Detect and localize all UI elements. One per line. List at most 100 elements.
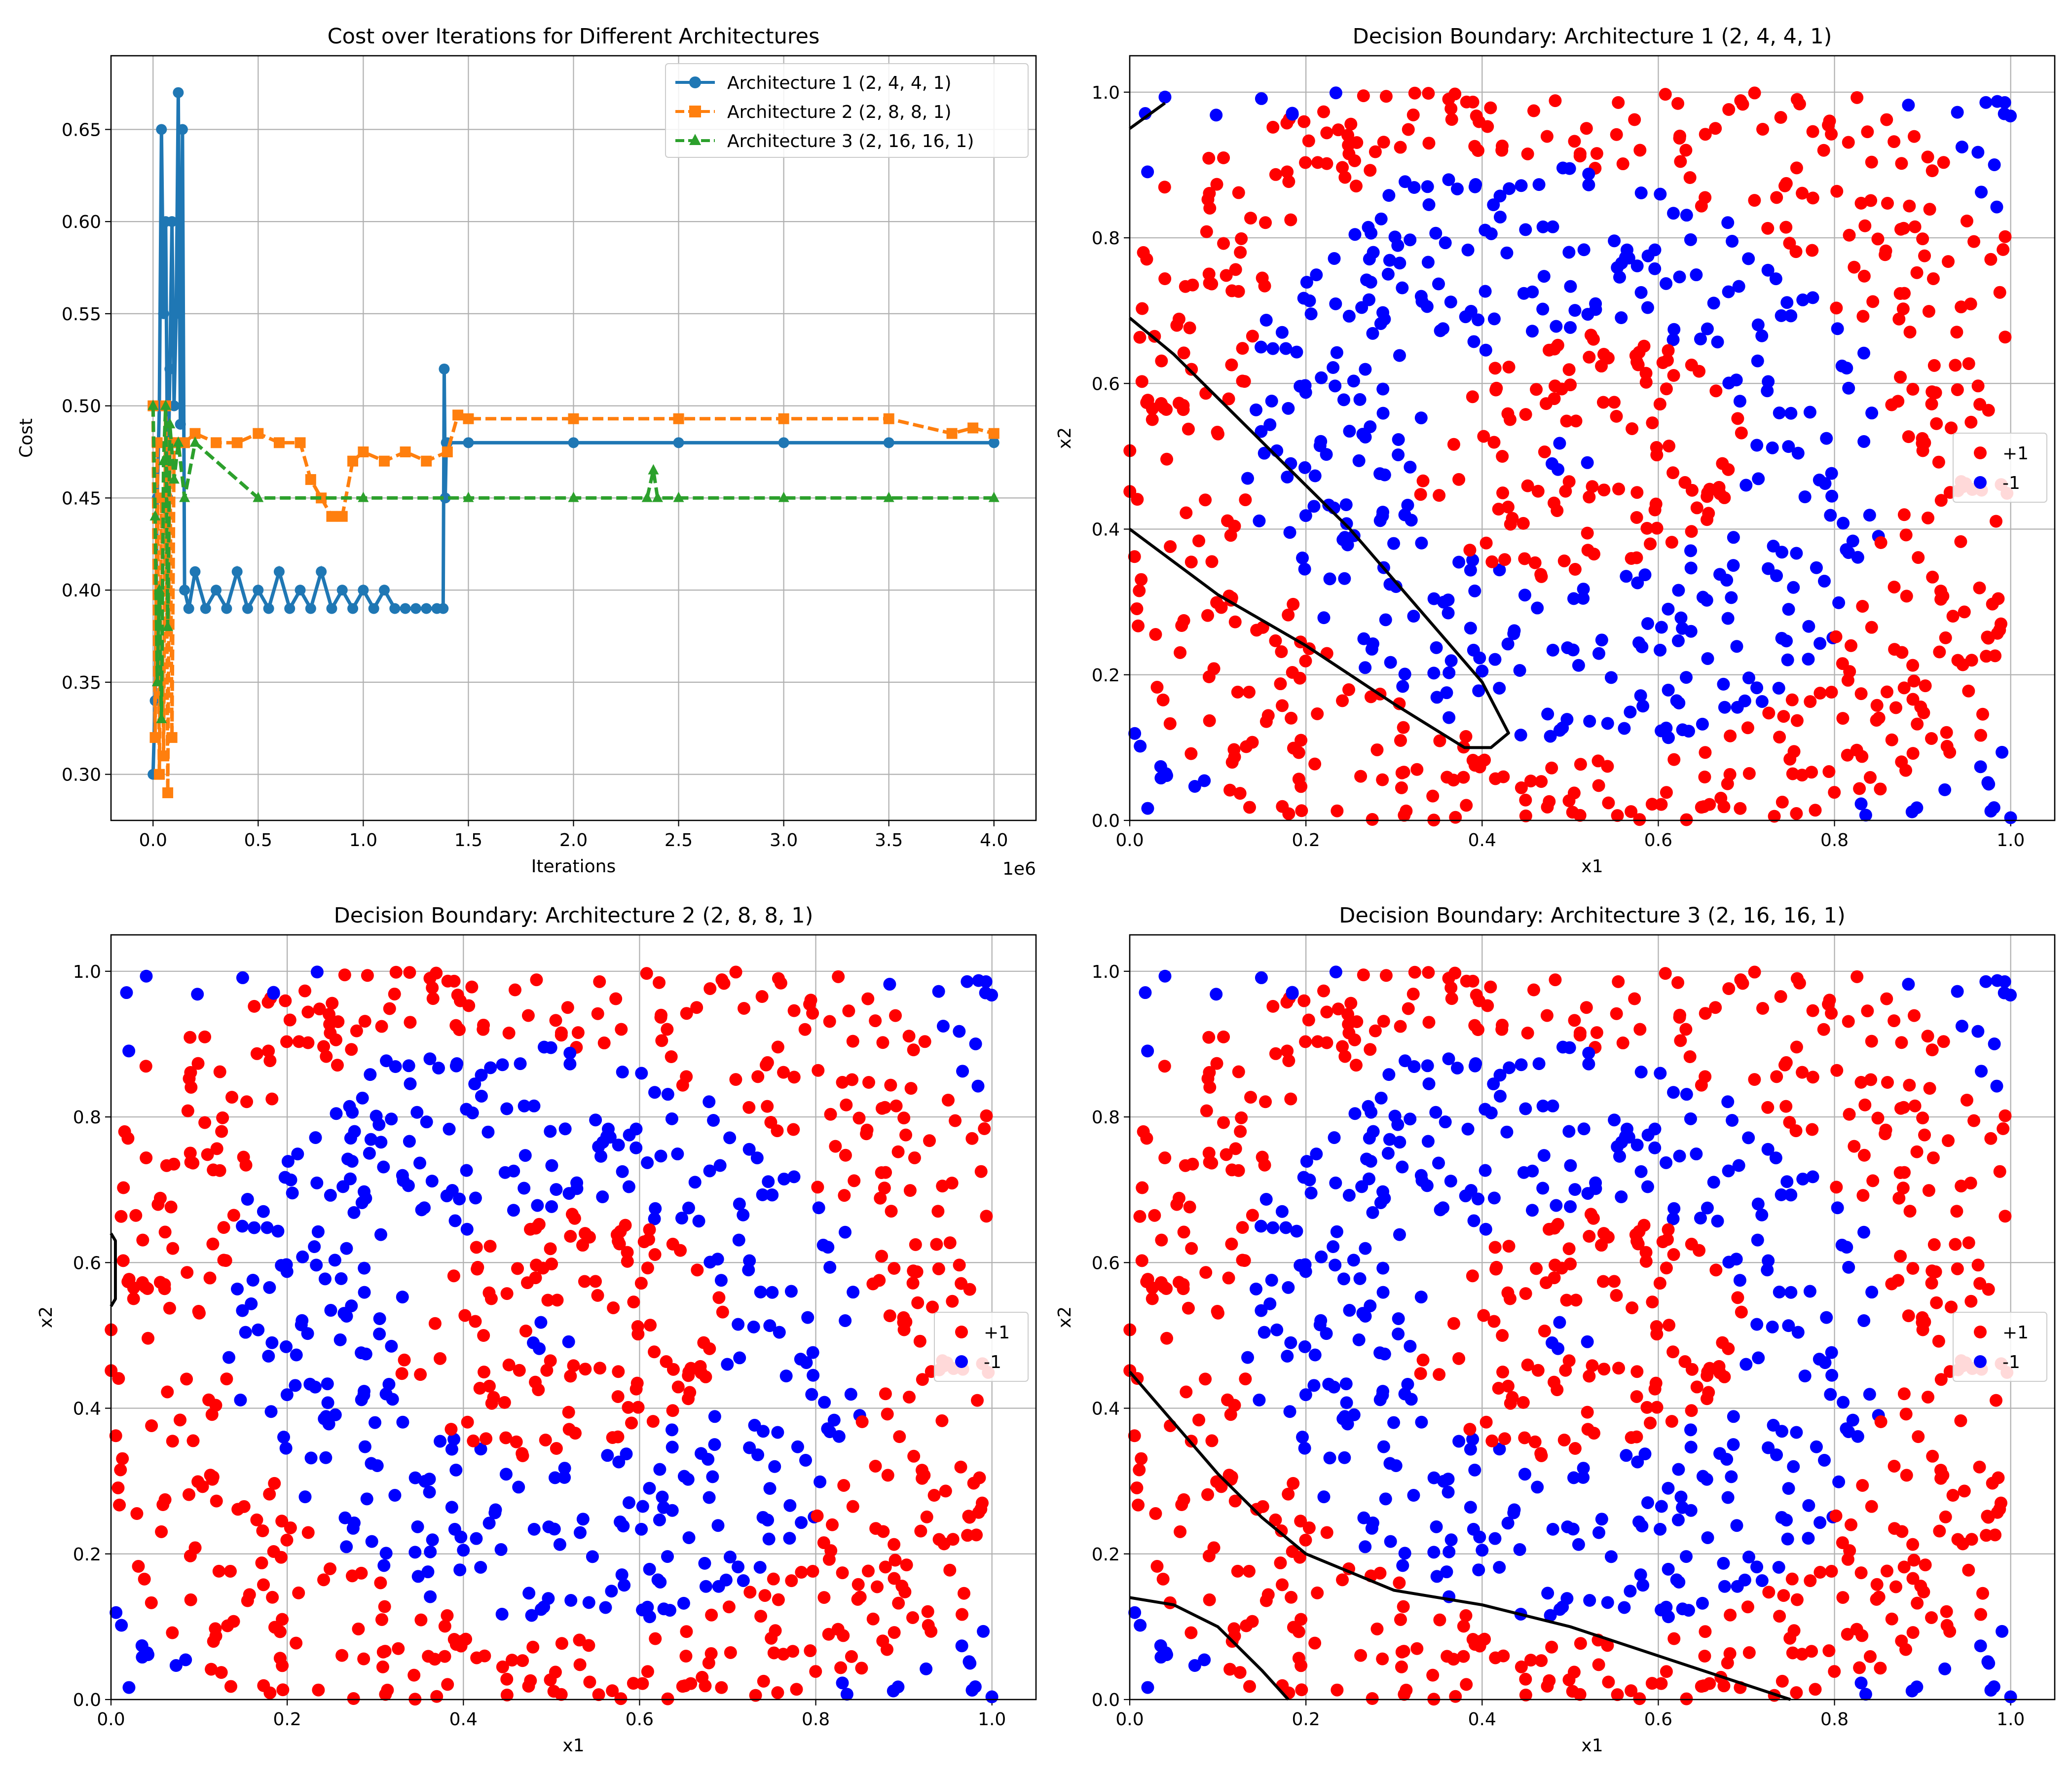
point-class-plus1 — [174, 1413, 187, 1427]
point-class-minus1 — [1381, 267, 1395, 281]
point-class-plus1 — [908, 1151, 921, 1164]
point-class-plus1 — [1790, 161, 1803, 175]
point-class-minus1 — [1727, 1438, 1740, 1451]
point-class-minus1 — [310, 965, 324, 979]
point-class-plus1 — [1228, 1494, 1242, 1508]
point-class-plus1 — [974, 1165, 988, 1178]
point-class-plus1 — [1519, 1287, 1532, 1300]
point-class-plus1 — [1922, 1184, 1935, 1197]
point-class-minus1 — [1487, 1191, 1501, 1205]
point-class-plus1 — [414, 1613, 428, 1627]
point-class-plus1 — [1135, 1254, 1148, 1267]
point-class-plus1 — [1786, 767, 1799, 780]
point-class-minus1 — [1631, 576, 1644, 590]
point-class-plus1 — [1925, 397, 1938, 410]
point-class-plus1 — [1709, 122, 1722, 135]
point-class-plus1 — [1954, 535, 1967, 548]
point-class-minus1 — [549, 1471, 562, 1484]
point-class-plus1 — [1414, 488, 1427, 501]
point-class-plus1 — [836, 1566, 849, 1580]
point-class-minus1 — [1679, 1550, 1693, 1563]
point-class-plus1 — [1923, 203, 1936, 216]
point-class-plus1 — [1829, 630, 1843, 643]
point-class-plus1 — [1463, 1423, 1477, 1436]
point-class-minus1 — [301, 1327, 314, 1340]
point-class-plus1 — [1132, 619, 1145, 632]
point-class-plus1 — [357, 1652, 370, 1665]
point-class-plus1 — [653, 976, 666, 989]
point-class-minus1 — [1772, 1560, 1785, 1574]
x-tick-label: 0.2 — [273, 1709, 301, 1730]
point-class-plus1 — [1581, 526, 1594, 540]
point-class-minus1 — [434, 1435, 447, 1448]
point-class-minus1 — [1641, 1496, 1654, 1509]
x-tick-label: 0.0 — [1115, 1709, 1144, 1730]
point-class-plus1 — [1282, 608, 1295, 622]
y-tick-label: 0.4 — [73, 1399, 101, 1419]
point-class-plus1 — [1150, 1560, 1164, 1573]
point-class-plus1 — [760, 1058, 773, 1072]
point-class-plus1 — [1186, 278, 1199, 292]
point-class-plus1 — [1942, 1134, 1955, 1147]
point-class-plus1 — [1560, 1294, 1573, 1307]
point-class-plus1 — [943, 1563, 957, 1577]
point-class-plus1 — [1473, 760, 1486, 774]
point-class-plus1 — [1274, 677, 1287, 691]
point-class-plus1 — [1317, 984, 1331, 998]
point-class-minus1 — [1662, 602, 1675, 616]
point-class-minus1 — [1998, 975, 2011, 988]
point-class-plus1 — [1925, 1276, 1938, 1290]
point-class-plus1 — [1933, 1524, 1946, 1538]
point-class-minus1 — [1541, 707, 1554, 721]
point-class-minus1 — [358, 1286, 371, 1299]
point-class-minus1 — [777, 1172, 791, 1185]
point-class-minus1 — [308, 1380, 322, 1394]
point-class-plus1 — [544, 1242, 557, 1256]
point-class-plus1 — [1630, 1365, 1644, 1378]
point-class-minus1 — [594, 1149, 607, 1163]
point-class-plus1 — [532, 1218, 546, 1231]
point-class-minus1 — [1329, 379, 1342, 393]
point-class-minus1 — [236, 1304, 249, 1317]
point-class-plus1 — [113, 1498, 126, 1512]
point-class-minus1 — [1739, 1358, 1753, 1371]
point-class-minus1 — [1974, 760, 1987, 774]
point-class-plus1 — [549, 1014, 562, 1027]
point-class-minus1 — [1577, 1462, 1590, 1475]
point-class-minus1 — [1825, 489, 1839, 503]
point-class-plus1 — [1785, 693, 1799, 706]
point-class-plus1 — [345, 1043, 358, 1056]
point-class-plus1 — [1376, 1652, 1389, 1665]
y-tick-label: 0.6 — [73, 1253, 101, 1273]
point-class-minus1 — [1283, 526, 1296, 539]
point-class-plus1 — [869, 1459, 882, 1473]
series-1-point — [389, 603, 401, 614]
point-class-plus1 — [478, 1649, 491, 1663]
point-class-minus1 — [708, 1410, 721, 1423]
series-3-point — [164, 418, 176, 429]
point-class-plus1 — [1650, 521, 1664, 535]
point-class-minus1 — [408, 1546, 422, 1559]
point-class-plus1 — [564, 1369, 577, 1383]
point-class-minus1 — [1379, 613, 1392, 627]
point-class-plus1 — [1680, 813, 1693, 826]
point-class-minus1 — [743, 1441, 756, 1454]
point-class-plus1 — [1299, 1035, 1312, 1048]
point-class-minus1 — [1487, 198, 1500, 212]
point-class-plus1 — [1160, 452, 1174, 466]
point-class-minus1 — [308, 1240, 321, 1254]
point-class-plus1 — [1650, 1328, 1664, 1341]
point-class-plus1 — [1160, 1332, 1174, 1345]
point-class-minus1 — [1722, 1164, 1735, 1178]
point-class-plus1 — [1503, 413, 1517, 426]
point-class-plus1 — [1887, 1459, 1901, 1473]
point-class-plus1 — [1149, 1507, 1162, 1520]
point-class-plus1 — [1903, 1205, 1917, 1218]
point-class-plus1 — [130, 1507, 144, 1520]
point-class-minus1 — [1696, 1470, 1709, 1483]
point-class-plus1 — [116, 1452, 129, 1465]
point-class-plus1 — [1592, 779, 1605, 792]
point-class-minus1 — [522, 1587, 536, 1600]
point-class-minus1 — [1464, 563, 1477, 577]
point-class-minus1 — [498, 1166, 512, 1179]
